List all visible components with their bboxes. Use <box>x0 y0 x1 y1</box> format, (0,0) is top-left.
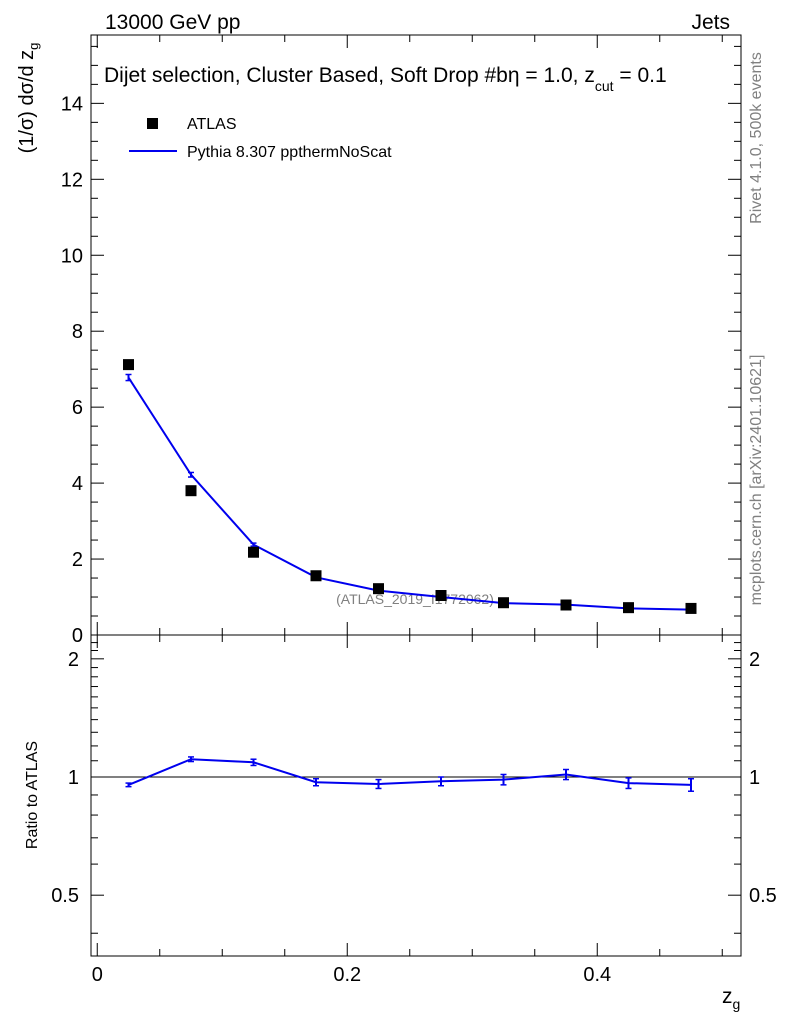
legend-atlas-label: ATLAS <box>187 116 237 133</box>
atlas-data-point <box>623 602 634 614</box>
main-y-tick-label: 2 <box>72 549 83 571</box>
ratio-y-tick-label-right: 2 <box>749 649 760 671</box>
atlas-data-point <box>685 602 697 614</box>
main-y-tick-label: 4 <box>72 473 83 495</box>
ratio-ticks <box>91 635 741 956</box>
ratio-y-axis-label: Ratio to ATLAS <box>24 741 41 849</box>
atlas-data-point <box>310 570 322 582</box>
ratio-y-tick-label-left: 1 <box>68 767 79 789</box>
ratio-line <box>128 758 692 786</box>
main-ticks <box>91 35 741 636</box>
atlas-data-point <box>435 590 447 602</box>
main-data <box>123 359 697 614</box>
ratio-y-tick-labels: 0.5 0.5 1 1 2 2 <box>51 649 777 907</box>
plot-title: Dijet selection, Cluster Based, Soft Dro… <box>104 64 667 94</box>
atlas-data-point <box>373 583 384 595</box>
atlas-data-point <box>185 485 197 497</box>
atlas-data-point <box>248 546 259 558</box>
analysis-watermark: (ATLAS_2019_I1772062) <box>336 591 494 607</box>
atlas-data-point <box>498 597 509 609</box>
main-y-tick-label: 12 <box>61 169 83 191</box>
x-tick-label: 0.2 <box>333 964 361 986</box>
atlas-data-point <box>560 599 572 611</box>
ratio-data <box>91 756 741 792</box>
rivet-label: Rivet 4.1.0, 500k events <box>748 52 765 224</box>
ratio-y-tick-label-right: 0.5 <box>749 885 777 907</box>
main-panel: 0 2 4 6 8 10 12 14 (1/σ) dσ/d zg Dijet selectio… <box>16 34 742 647</box>
x-axis-label: zg <box>722 985 740 1012</box>
atlas-data-point <box>123 359 134 371</box>
energy-label: 13000 GeV pp <box>105 11 240 34</box>
main-y-tick-label: 10 <box>61 245 83 267</box>
ratio-x-tick-labels: 0 0.2 0.4 <box>92 964 611 986</box>
main-y-tick-labels: 0 2 4 6 8 10 12 14 <box>61 93 83 647</box>
ratio-frame <box>90 634 742 957</box>
pythia-line <box>127 376 692 611</box>
main-y-axis-label: (1/σ) dσ/d zg <box>16 43 41 154</box>
x-tick-label: 0.4 <box>583 964 611 986</box>
legend-pythia-label: Pythia 8.307 ppthermNoScat <box>187 144 392 161</box>
main-y-tick-label: 8 <box>72 321 83 343</box>
category-label: Jets <box>691 11 730 34</box>
ratio-y-tick-label-left: 0.5 <box>51 885 79 907</box>
main-y-tick-label: 0 <box>72 625 83 647</box>
ratio-y-tick-label-right: 1 <box>749 767 760 789</box>
x-tick-label: 0 <box>92 964 103 986</box>
ratio-panel: 0.5 0.5 1 1 2 2 0 0.2 0.4 Ratio to ATLAS zg <box>24 634 777 1012</box>
main-y-tick-label: 6 <box>72 397 83 419</box>
legend: ATLAS Pythia 8.307 ppthermNoScat <box>129 116 392 161</box>
main-y-tick-label: 14 <box>61 93 83 115</box>
mcplots-label: mcplots.cern.ch [arXiv:2401.10621] <box>748 355 765 606</box>
legend-atlas-marker <box>147 118 158 129</box>
ratio-y-tick-label-left: 2 <box>68 649 79 671</box>
